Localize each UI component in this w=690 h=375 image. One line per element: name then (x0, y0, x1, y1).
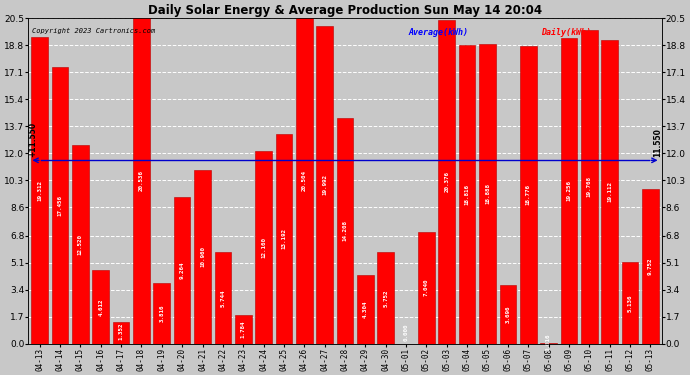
Bar (622, 262, 638, 344)
Text: 7.040: 7.040 (424, 279, 429, 297)
Bar (459, 45, 475, 344)
Text: 5.744: 5.744 (220, 289, 226, 307)
Bar (31, 37, 48, 344)
Text: Average(kWh): Average(kWh) (408, 28, 469, 37)
Text: 4.304: 4.304 (363, 301, 368, 318)
Title: Daily Solar Energy & Average Production Sun May 14 20:04: Daily Solar Energy & Average Production … (148, 4, 542, 17)
Text: 3.816: 3.816 (159, 304, 164, 322)
Bar (174, 196, 190, 344)
Text: 5.136: 5.136 (627, 294, 633, 312)
Bar (92, 270, 109, 344)
Text: 19.768: 19.768 (586, 176, 592, 197)
Bar (194, 170, 211, 344)
Text: 9.264: 9.264 (179, 261, 185, 279)
Bar (215, 252, 231, 344)
Bar (601, 40, 618, 344)
Bar (377, 252, 394, 344)
Text: 19.312: 19.312 (37, 180, 42, 201)
Bar (133, 18, 150, 344)
Bar (520, 46, 537, 344)
Bar (479, 44, 496, 344)
Bar (112, 322, 130, 344)
Text: 11.550: 11.550 (653, 128, 662, 157)
Bar (642, 189, 659, 344)
Text: Copyright 2023 Cartronics.com: Copyright 2023 Cartronics.com (32, 28, 155, 34)
Bar (296, 18, 313, 344)
Text: 20.536: 20.536 (139, 170, 144, 191)
Text: Daily(kWh): Daily(kWh) (541, 28, 591, 37)
Text: 3.696: 3.696 (505, 306, 511, 323)
Text: 17.456: 17.456 (57, 195, 63, 216)
Text: 9.752: 9.752 (648, 258, 653, 275)
Text: 20.504: 20.504 (302, 170, 307, 191)
Bar (255, 151, 272, 344)
Bar (581, 30, 598, 344)
Bar (357, 275, 374, 344)
Text: 18.816: 18.816 (464, 184, 470, 205)
Text: 18.888: 18.888 (485, 183, 490, 204)
Text: 19.112: 19.112 (607, 182, 612, 203)
Bar (316, 26, 333, 344)
Text: 1.784: 1.784 (241, 321, 246, 338)
Bar (500, 285, 516, 344)
Bar (153, 283, 170, 344)
Text: 19.992: 19.992 (322, 174, 327, 195)
Text: 19.256: 19.256 (566, 180, 571, 201)
Text: 10.960: 10.960 (200, 246, 205, 267)
Bar (235, 315, 252, 344)
Text: +11.550: +11.550 (28, 122, 37, 157)
Bar (52, 67, 68, 344)
Bar (337, 118, 353, 344)
Bar (438, 20, 455, 344)
Bar (560, 38, 578, 344)
Text: 13.192: 13.192 (282, 228, 286, 249)
Text: 12.520: 12.520 (78, 234, 83, 255)
Text: 20.376: 20.376 (444, 171, 449, 192)
Text: 18.776: 18.776 (526, 184, 531, 205)
Bar (72, 145, 89, 344)
Text: 0.000: 0.000 (404, 324, 408, 341)
Bar (418, 232, 435, 344)
Text: 4.612: 4.612 (98, 298, 104, 316)
Bar (275, 134, 293, 344)
Text: 14.208: 14.208 (342, 220, 348, 242)
Text: 1.352: 1.352 (119, 322, 124, 340)
Text: 5.752: 5.752 (383, 289, 388, 307)
Text: 12.160: 12.160 (261, 237, 266, 258)
Text: 0.016: 0.016 (546, 333, 551, 351)
